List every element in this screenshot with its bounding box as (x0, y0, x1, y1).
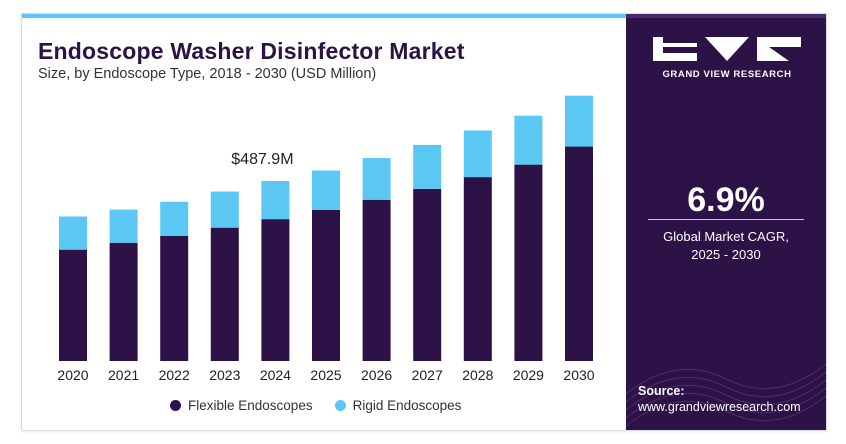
bar-rigid-2030 (565, 95, 593, 147)
source-link[interactable]: www.grandviewresearch.com (638, 400, 801, 414)
x-tick-label-2020: 2020 (57, 367, 88, 383)
legend-label-flexible: Flexible Endoscopes (188, 398, 313, 413)
x-tick-label-2021: 2021 (108, 367, 139, 383)
bar-rigid-2022 (160, 201, 189, 236)
cagr-value: 6.9% (687, 181, 765, 219)
bar-rigid-2020 (59, 216, 87, 250)
cagr-label: Global Market CAGR, 2025 - 2030 (626, 228, 826, 264)
bar-rigid-2029 (514, 115, 543, 165)
sidebar-accent-strip (626, 14, 826, 18)
bar-flexible-2021 (109, 242, 138, 361)
x-tick-label-2022: 2022 (159, 367, 190, 383)
bar-flexible-2020 (59, 249, 87, 361)
brand-logo: GRAND VIEW RESEARCH (653, 35, 801, 83)
bar-rigid-2027 (413, 144, 442, 189)
bar-flexible-2023 (210, 227, 239, 361)
legend-label-rigid: Rigid Endoscopes (352, 398, 462, 413)
x-tick-label-2023: 2023 (209, 367, 240, 383)
legend-swatch-rigid (334, 400, 346, 411)
sidebar-panel: GRAND VIEW RESEARCH 6.9% Global Market C… (626, 14, 826, 430)
bar-rigid-2021 (109, 209, 138, 243)
legend-swatch-flexible (170, 400, 181, 411)
accent-strip (22, 14, 626, 18)
bar-rigid-2023 (210, 191, 239, 228)
cagr-label-line2: 2025 - 2030 (691, 247, 761, 262)
bar-flexible-2022 (160, 235, 189, 361)
x-tick-label-2025: 2025 (310, 367, 341, 383)
chart-subtitle: Size, by Endoscope Type, 2018 - 2030 (US… (38, 66, 377, 82)
infographic-card: Endoscope Washer Disinfector Market Size… (21, 13, 827, 431)
source-label: Source: (638, 384, 685, 398)
cagr-label-line1: Global Market CAGR, (663, 229, 789, 244)
bar-rigid-2026 (362, 158, 391, 200)
legend-item-flexible: Flexible Endoscopes (170, 398, 313, 413)
brand-name: GRAND VIEW RESEARCH (662, 69, 792, 80)
bar-flexible-2030 (565, 146, 593, 361)
x-tick-label-2028: 2028 (462, 367, 493, 383)
x-tick-label-2024: 2024 (260, 367, 291, 383)
x-tick-label-2030: 2030 (563, 367, 594, 383)
bar-rigid-2028 (463, 130, 492, 178)
bar-flexible-2024 (261, 219, 290, 361)
wave-pattern (626, 363, 826, 427)
x-tick-label-2027: 2027 (412, 367, 443, 383)
bar-flexible-2029 (514, 164, 543, 361)
chart-legend: Flexible Endoscopes Rigid Endoscopes (170, 398, 461, 413)
x-tick-label-2026: 2026 (361, 367, 392, 383)
bar-flexible-2025 (312, 209, 340, 361)
bar-rigid-2024 (261, 181, 290, 220)
legend-item-rigid: Rigid Endoscopes (334, 398, 462, 413)
value-annotation: $487.9M (231, 151, 293, 168)
bar-rigid-2025 (312, 170, 340, 210)
logo-mark-icon (653, 37, 801, 61)
bar-flexible-2028 (463, 177, 492, 361)
cagr-divider (648, 219, 804, 220)
x-tick-label-2029: 2029 (513, 367, 544, 383)
bar-flexible-2027 (413, 188, 442, 361)
bar-flexible-2026 (362, 199, 391, 361)
bar-chart: 2020 2021 2022 2023 2024 $487.9M 2025 2026 2027 2… (57, 95, 595, 383)
chart-title: Endoscope Washer Disinfector Market (38, 38, 465, 64)
